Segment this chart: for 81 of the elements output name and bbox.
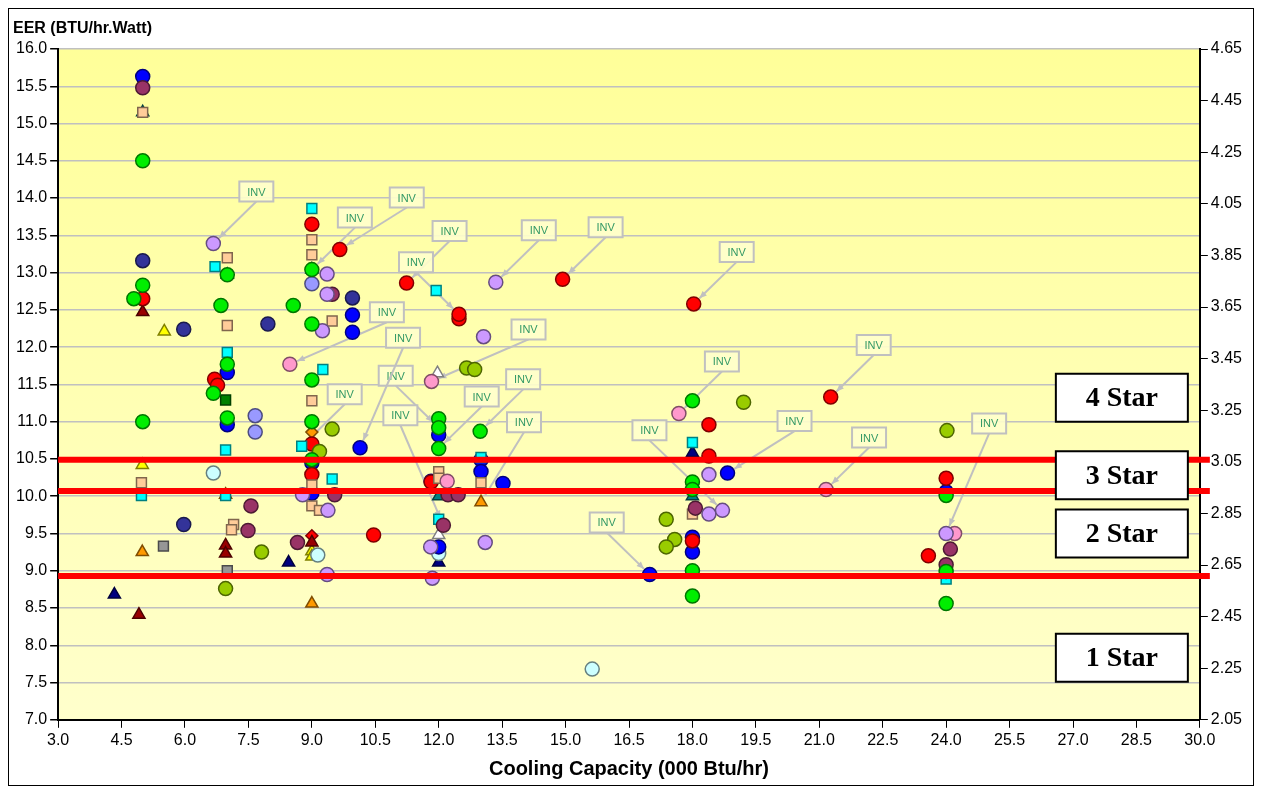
y2-tick-label: 3.45	[1210, 349, 1243, 367]
y-tick-label: 8.0	[24, 635, 48, 653]
y-tick-label: 10.0	[16, 486, 48, 504]
x-tick-label: 24.0	[930, 730, 962, 748]
annotation: INV	[393, 331, 413, 344]
x-tick-label: 27.0	[1057, 730, 1089, 748]
y2-tick-label: 3.05	[1210, 452, 1243, 470]
annotation: INV	[864, 339, 884, 352]
annotation: INV	[519, 323, 539, 336]
x-tick-label: 25.5	[994, 730, 1026, 748]
x-tick-label: 13.5	[486, 730, 518, 748]
x-tick-label: 10.5	[359, 730, 391, 748]
annotation: INV	[345, 211, 365, 224]
annotation: INV	[391, 409, 411, 422]
y-tick-label: 11.0	[17, 412, 48, 430]
x-tick-label: 6.0	[173, 730, 197, 748]
annotation: INV	[514, 416, 534, 429]
x-tick-label: 28.5	[1120, 730, 1153, 748]
y2-tick-label: 3.65	[1210, 297, 1243, 315]
x-tick-label: 21.0	[803, 730, 835, 748]
x-tick-label: 30.0	[1184, 730, 1216, 748]
annotation: INV	[247, 185, 267, 198]
y-tick-label: 12.0	[16, 337, 48, 355]
y-tick-label: 10.5	[16, 449, 48, 467]
annotation: 3 Star	[1085, 458, 1159, 490]
annotation: INV	[712, 355, 732, 368]
x-tick-label: 16.5	[613, 730, 645, 748]
y2-tick-label: 2.25	[1210, 658, 1243, 676]
y-tick-label: 9.5	[24, 523, 48, 541]
y-tick-label: 11.5	[17, 374, 48, 392]
annotation: INV	[335, 388, 355, 401]
y-tick-label: 12.5	[16, 300, 48, 318]
y2-tick-label: 2.85	[1210, 503, 1243, 521]
y-tick-label: 9.0	[24, 561, 48, 579]
y2-tick-label: 4.65	[1210, 39, 1243, 57]
y2-tick-label: 2.45	[1210, 607, 1243, 625]
y-tick-label: 15.0	[16, 113, 48, 131]
x-tick-label: 12.0	[423, 730, 455, 748]
y-tick-label: 15.5	[16, 76, 48, 94]
y-tick-label: 14.0	[16, 188, 48, 206]
y-tick-label: 13.0	[16, 263, 48, 281]
x-tick-label: 3.0	[47, 730, 70, 748]
y-tick-label: 14.5	[16, 151, 48, 169]
y2-tick-label: 2.05	[1210, 710, 1243, 728]
annotation: INV	[785, 415, 805, 428]
y2-tick-label: 2.65	[1210, 555, 1243, 573]
annotation: 4 Star	[1085, 380, 1159, 412]
annotation: INV	[859, 431, 879, 444]
annotation: INV	[377, 306, 397, 319]
x-axis-title: Cooling Capacity (000 Btu/hr)	[488, 756, 770, 779]
x-tick-label: 22.5	[867, 730, 899, 748]
annotation: INV	[596, 221, 616, 234]
y-axis-title: EER (BTU/hr.Watt)	[13, 19, 152, 37]
annotation: INV	[406, 256, 426, 269]
y-tick-label: 16.0	[16, 39, 48, 57]
x-tick-label: 18.0	[676, 730, 709, 748]
x-tick-label: 4.5	[110, 730, 133, 748]
annotation: INV	[440, 225, 460, 238]
x-tick-label: 7.5	[237, 730, 260, 748]
y-tick-label: 7.0	[24, 710, 48, 728]
y2-tick-label: 4.05	[1210, 194, 1243, 212]
annotation: INV	[513, 373, 533, 386]
x-tick-label: 15.0	[550, 730, 582, 748]
annotation: INV	[597, 516, 617, 529]
annotation: 1 Star	[1085, 641, 1159, 673]
y2-tick-label: 3.25	[1210, 400, 1243, 418]
y-tick-label: 7.5	[24, 672, 48, 690]
y2-tick-label: 3.85	[1210, 245, 1243, 263]
annotation: INV	[397, 191, 417, 204]
x-tick-label: 19.5	[740, 730, 772, 748]
annotation: INV	[529, 224, 549, 237]
x-tick-label: 9.0	[300, 730, 324, 748]
annotation: INV	[640, 424, 660, 437]
annotation: INV	[727, 245, 747, 258]
y-tick-label: 8.5	[24, 598, 48, 616]
y-tick-label: 13.5	[16, 225, 48, 243]
annotation: INV	[472, 390, 492, 403]
y2-tick-label: 4.45	[1210, 91, 1243, 109]
annotation: 2 Star	[1085, 516, 1159, 548]
annotation: INV	[979, 417, 999, 430]
y2-tick-label: 4.25	[1210, 142, 1243, 160]
